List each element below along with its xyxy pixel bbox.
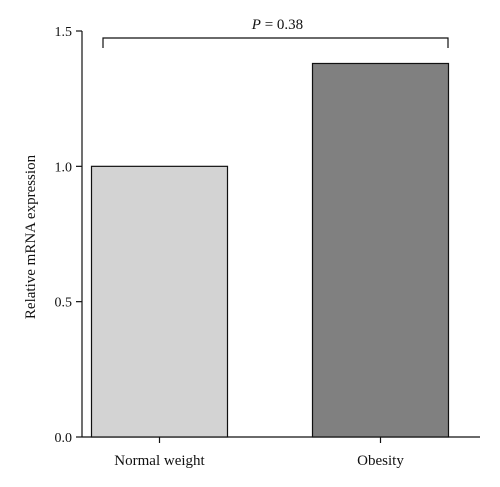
p-value-label: P = 0.38 — [251, 17, 303, 33]
y-tick-label: 0.5 — [55, 296, 73, 311]
bars — [90, 62, 450, 438]
y-tick-label: 0.0 — [55, 431, 73, 446]
y-axis-title: Relative mRNA expression — [23, 154, 39, 319]
bar — [90, 165, 229, 438]
p-symbol: P — [251, 17, 261, 33]
significance-bracket — [102, 37, 449, 48]
significance-annotation: P = 0.38 — [102, 17, 449, 48]
y-tick-label: 1.0 — [55, 160, 73, 175]
y-tick-label: 1.5 — [55, 25, 73, 40]
x-tick-label: Obesity — [357, 453, 404, 469]
bar — [311, 62, 450, 438]
x-tick-label: Normal weight — [114, 453, 205, 469]
p-value-text: = 0.38 — [261, 17, 303, 33]
